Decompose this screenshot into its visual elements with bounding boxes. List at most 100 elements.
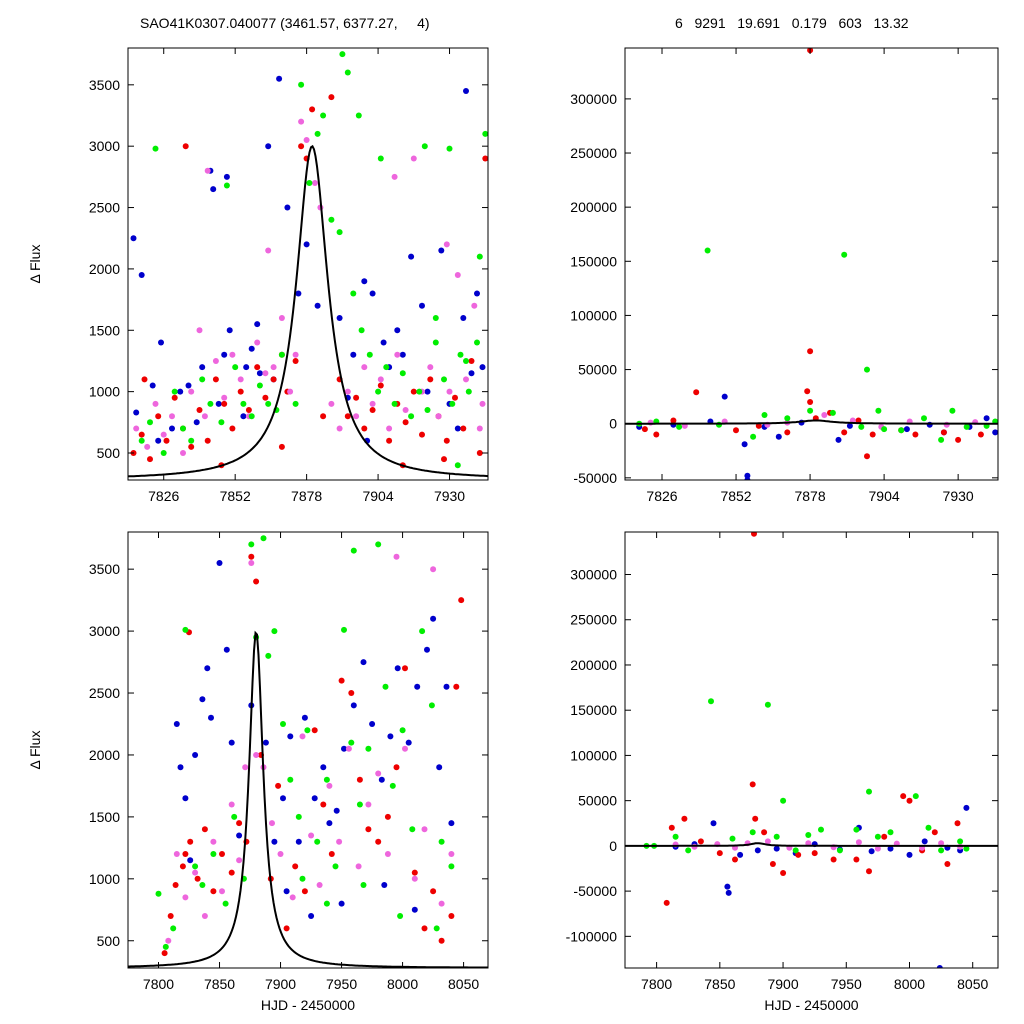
data-point-red <box>348 690 355 696</box>
data-point-red <box>365 826 372 833</box>
data-point-violet <box>270 364 277 371</box>
data-point-green <box>314 130 321 137</box>
data-point-blue <box>454 425 461 432</box>
data-point-green <box>344 69 351 76</box>
data-point-green <box>433 925 440 932</box>
data-point-red <box>853 856 860 863</box>
data-point-violet <box>365 801 372 808</box>
data-point-blue <box>887 845 894 852</box>
data-point-blue <box>399 351 406 358</box>
data-point-green <box>336 229 343 236</box>
data-point-red <box>881 833 888 840</box>
data-point-red <box>141 376 148 383</box>
data-point-green <box>292 400 299 407</box>
data-point-green <box>685 847 692 854</box>
data-point-green <box>874 833 881 840</box>
model-curve <box>128 144 488 478</box>
data-point-blue <box>710 820 717 827</box>
data-point-violet <box>311 180 318 186</box>
data-point-green <box>332 863 339 870</box>
data-point-red <box>344 413 351 420</box>
data-point-violet <box>463 376 469 383</box>
data-point-red <box>716 850 723 857</box>
data-point-violet <box>855 839 862 846</box>
data-point-red <box>421 925 428 932</box>
data-point-blue <box>846 422 853 429</box>
data-point-blue <box>271 838 278 845</box>
data-point-blue <box>155 437 162 444</box>
y-tick-label: 200000 <box>570 199 617 215</box>
data-point-blue <box>405 739 412 746</box>
data-point-violet <box>336 425 343 432</box>
data-point-red <box>210 888 217 895</box>
data-point-violet <box>345 745 352 752</box>
data-point-blue <box>215 400 222 407</box>
data-point-green <box>265 652 272 659</box>
data-point-red <box>320 801 327 808</box>
data-point-green <box>428 702 435 709</box>
data-point-red <box>954 820 961 827</box>
data-point-violet <box>204 167 211 174</box>
data-point-violet <box>188 388 195 395</box>
data-point-violet <box>173 851 180 857</box>
data-point-blue <box>295 838 302 845</box>
data-point-violet <box>210 838 217 845</box>
data-point-blue <box>199 696 206 703</box>
data-point-red <box>147 456 153 463</box>
data-point-blue <box>243 364 250 371</box>
data-point-red <box>452 394 458 401</box>
data-point-green <box>474 339 480 346</box>
data-point-green <box>761 412 768 418</box>
data-point-blue <box>721 393 728 400</box>
data-point-green <box>323 776 330 783</box>
data-point-blue <box>308 913 315 919</box>
data-point-violet <box>805 840 812 847</box>
data-point-green <box>160 450 167 456</box>
data-point-blue <box>138 272 145 278</box>
data-point-violet <box>938 840 945 847</box>
data-point-blue <box>187 857 194 864</box>
data-point-blue <box>208 714 214 721</box>
data-point-violet <box>254 339 261 346</box>
x-tick-label: 7850 <box>704 976 735 992</box>
data-point-violet <box>402 745 408 752</box>
y-tick-label: 250000 <box>570 145 617 161</box>
data-point-violet <box>430 566 437 573</box>
y-tick-label: 500 <box>97 445 121 461</box>
data-point-green <box>454 462 461 469</box>
data-point-violet <box>391 173 398 180</box>
data-point-green <box>192 863 199 870</box>
data-point-blue <box>130 235 137 242</box>
data-point-green <box>938 436 945 443</box>
data-point-red <box>228 869 235 876</box>
data-point-blue <box>333 807 340 814</box>
data-point-blue <box>173 721 180 727</box>
data-point-blue <box>381 882 388 888</box>
data-point-red <box>476 450 483 456</box>
data-point-red <box>161 950 168 957</box>
data-point-green <box>949 407 956 414</box>
data-point-blue <box>226 327 233 334</box>
data-point-green <box>399 370 406 377</box>
data-point-green <box>449 400 456 407</box>
data-point-green <box>957 838 964 845</box>
data-point-red <box>221 400 228 407</box>
data-point-blue <box>350 351 357 358</box>
data-point-green <box>750 433 757 440</box>
data-point-green <box>271 628 278 635</box>
panel-bottom-left: 7800 7850 7900 7950 8000 8050 500 1000 1500 2000 2… <box>27 531 489 1013</box>
data-point-red <box>386 437 393 444</box>
data-point-violet <box>299 733 306 740</box>
data-point-red <box>219 851 225 857</box>
data-point-red <box>253 578 260 585</box>
data-point-green <box>829 409 836 416</box>
data-point-blue <box>474 290 480 297</box>
data-point-blue <box>724 883 731 890</box>
y-tick-label: 200000 <box>570 657 617 673</box>
data-point-red <box>807 348 814 355</box>
data-point-blue <box>463 88 469 94</box>
data-point-red <box>212 376 219 383</box>
data-point-green <box>672 833 679 840</box>
data-point-green <box>170 925 177 932</box>
